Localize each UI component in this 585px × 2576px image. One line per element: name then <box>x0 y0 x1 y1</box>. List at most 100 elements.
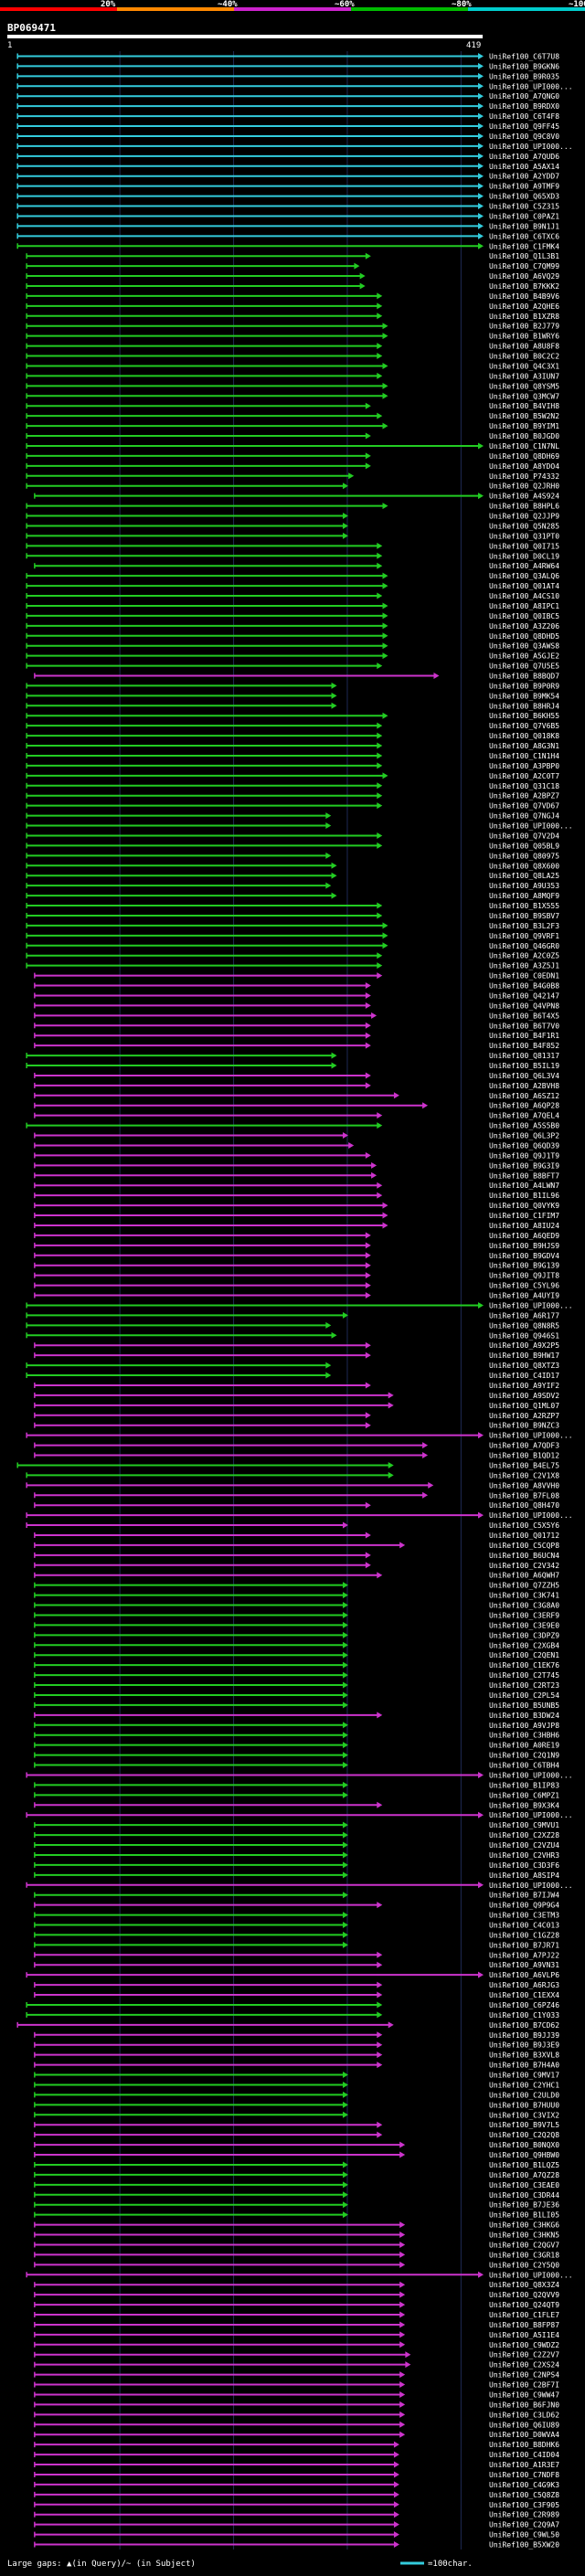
hit-row: UniRef100_Q6L3V4 <box>34 1072 559 1080</box>
hit-end-arrow <box>428 1481 434 1489</box>
hit-end-arrow <box>365 1151 371 1159</box>
hit-label: UniRef100_C6PZ46 <box>489 2001 559 2009</box>
hit-end-arrow <box>342 1611 348 1618</box>
hit-row: UniRef100_A8U8F8 <box>26 343 559 351</box>
hit-label: UniRef100_Q01712 <box>489 1532 559 1540</box>
hit-label: UniRef100_C2Q1N9 <box>489 1752 559 1760</box>
identity-scale-segment <box>468 7 585 11</box>
hit-end-arrow <box>478 1811 484 1818</box>
hit-row: UniRef100_Q6QD39 <box>34 1141 559 1150</box>
hit-end-arrow <box>422 1102 429 1109</box>
hit-row: UniRef100_Q2QVV9 <box>34 2291 559 2299</box>
hit-label: UniRef100_A6RJG3 <box>489 1981 559 1989</box>
hit-label: UniRef100_A6QP28 <box>489 1102 559 1110</box>
hit-row: UniRef100_C6T4F8 <box>16 112 559 121</box>
hit-end-arrow <box>342 1681 348 1689</box>
hit-end-arrow <box>377 1122 383 1129</box>
hit-label: UniRef100_Q6L3V4 <box>489 1072 559 1080</box>
hit-label: UniRef100_B4F852 <box>489 1042 559 1050</box>
hit-end-arrow <box>348 1141 355 1149</box>
hit-end-arrow <box>342 1671 348 1679</box>
hit-end-arrow <box>365 1552 371 1559</box>
hit-label: UniRef100_B0C2C2 <box>489 353 559 361</box>
hit-end-arrow <box>382 632 388 640</box>
hit-label: UniRef100_B8HRJ4 <box>489 702 559 710</box>
hit-end-arrow <box>478 222 484 229</box>
hit-end-arrow <box>382 922 388 929</box>
hit-label: UniRef100_C5YL96 <box>489 1282 559 1290</box>
hit-label: UniRef100_B4EL75 <box>489 1461 559 1469</box>
hit-end-arrow <box>399 2411 406 2418</box>
hit-row: UniRef100_A2C0Z5 <box>26 952 559 960</box>
hit-row: UniRef100_B1X555 <box>26 902 559 910</box>
hit-label: UniRef100_Q7V6B5 <box>489 722 559 730</box>
hit-label: UniRef100_C2Q9A7 <box>489 2521 559 2529</box>
hit-label: UniRef100_A2BPZ7 <box>489 792 559 800</box>
hit-label: UniRef100_B9V7L5 <box>489 2121 559 2129</box>
hit-label: UniRef100_C2Z2V7 <box>489 2351 559 2359</box>
hit-label: UniRef100_Q8X600 <box>489 862 559 870</box>
hit-end-arrow <box>359 272 366 280</box>
hit-label: UniRef100_A9X2P5 <box>489 1341 559 1350</box>
hit-row: UniRef100_Q018K8 <box>26 732 559 740</box>
hit-end-arrow <box>382 622 388 630</box>
hit-end-arrow <box>377 1981 383 1988</box>
hit-label: UniRef100_B8DHK6 <box>489 2441 559 2449</box>
hit-label: UniRef100_A9U353 <box>489 882 559 890</box>
grid-lines <box>119 51 462 2549</box>
hit-end-arrow <box>382 1222 388 1229</box>
identity-scale: 20% ~40% ~60% ~80% ~100% <box>0 0 585 11</box>
hit-end-arrow <box>405 2361 411 2369</box>
hit-label: UniRef100_Q9J1T9 <box>489 1151 559 1160</box>
hit-label: UniRef100_C2NPS4 <box>489 2371 559 2380</box>
hit-row: UniRef100_B7IJW4 <box>34 1892 559 1900</box>
hit-end-arrow <box>371 1171 378 1179</box>
hit-end-arrow <box>405 2351 411 2359</box>
hit-end-arrow <box>399 2421 406 2428</box>
hit-row: UniRef100_B8HRJ4 <box>26 702 559 710</box>
hit-label: UniRef100_A8MQF9 <box>489 892 559 900</box>
hit-label: UniRef100_C3DR44 <box>489 2191 559 2200</box>
hit-end-arrow <box>365 982 371 990</box>
hit-label: UniRef100_A5GJE2 <box>489 652 559 661</box>
hit-label: UniRef100_B6T7V0 <box>489 1022 559 1030</box>
hit-row: UniRef100_B9MK54 <box>26 692 559 700</box>
hit-row: UniRef100_A7QDF3 <box>34 1442 559 1450</box>
hit-row: UniRef100_A8G3N1 <box>26 742 559 750</box>
query-start-label: 1 <box>7 41 12 50</box>
hit-end-arrow <box>365 1422 371 1429</box>
hit-end-arrow <box>377 2051 383 2059</box>
hit-row: UniRef100_UPI000... <box>26 1511 573 1520</box>
hit-row: UniRef100_Q7V6B5 <box>26 722 559 730</box>
hit-row: UniRef100_A1R3E7 <box>34 2461 559 2469</box>
hit-row: UniRef100_C3ETM3 <box>34 1912 559 1920</box>
hit-label: UniRef100_C2Y5Q0 <box>489 2261 559 2269</box>
hit-label: UniRef100_A8G3N1 <box>489 742 559 750</box>
hit-row: UniRef100_C2R989 <box>34 2511 559 2519</box>
hit-label: UniRef100_B1QD12 <box>489 1452 559 1460</box>
hit-label: UniRef100_Q8DHD5 <box>489 632 559 641</box>
identity-scale-segment <box>234 7 351 11</box>
hit-row: UniRef100_B9X3K4 <box>34 1801 559 1809</box>
hit-end-arrow <box>342 1821 348 1829</box>
hit-label: UniRef100_C0EDN1 <box>489 972 559 981</box>
hit-label: UniRef100_C6T7U8 <box>489 52 559 60</box>
hit-label: UniRef100_Q8XTZ3 <box>489 1362 559 1370</box>
hit-end-arrow <box>382 772 388 779</box>
hit-row: UniRef100_C3LD62 <box>34 2411 559 2419</box>
hit-row: UniRef100_B8HPL6 <box>26 503 559 511</box>
hit-label: UniRef100_B6KH55 <box>489 712 559 720</box>
hit-end-arrow <box>365 1032 371 1039</box>
hit-label: UniRef100_B1IP83 <box>489 1781 559 1789</box>
hit-row: UniRef100_B5W2N2 <box>26 412 559 420</box>
hit-row: UniRef100_C2Q9A7 <box>34 2521 559 2529</box>
hit-end-arrow <box>393 2521 399 2528</box>
hit-end-arrow <box>359 282 366 290</box>
hit-end-arrow <box>377 2041 383 2049</box>
hit-label: UniRef100_Q2QVV9 <box>489 2291 559 2299</box>
hit-row: UniRef100_B8DHK6 <box>34 2441 559 2449</box>
hit-label: UniRef100_UPI000... <box>489 1301 573 1309</box>
hit-end-arrow <box>393 1092 399 1099</box>
hit-label: UniRef100_Q9C8V0 <box>489 133 559 141</box>
